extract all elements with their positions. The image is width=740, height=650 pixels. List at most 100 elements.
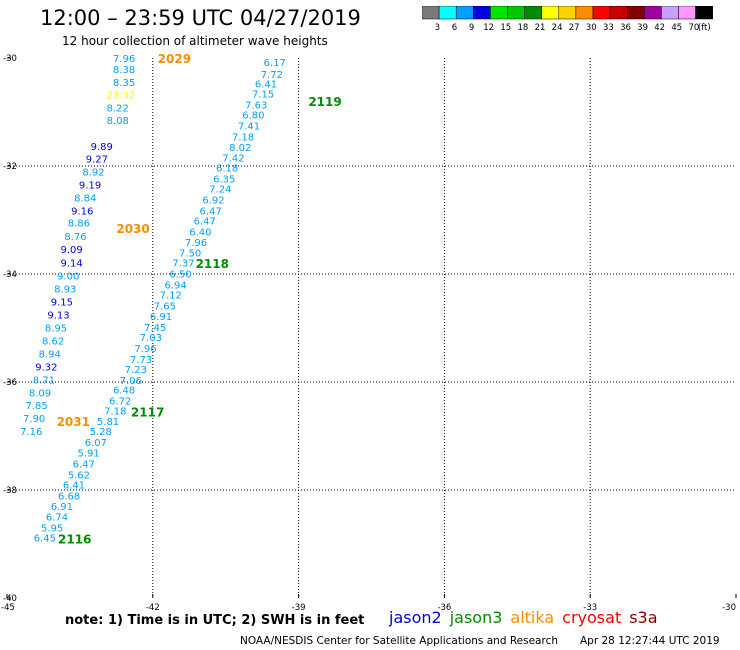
colorbar-tick-label: 9 <box>469 23 474 33</box>
colorbar-tick-label: 30 <box>586 23 597 33</box>
wave-height-value: 6.45 <box>34 534 56 545</box>
wave-height-value: 7.85 <box>25 401 47 412</box>
pass-number-label: 2119 <box>308 95 341 109</box>
wave-height-value: 6.47 <box>199 206 221 217</box>
wave-height-value: 7.18 <box>104 407 126 418</box>
lat-tick-label: -38 <box>3 486 17 496</box>
wave-height-value: 7.16 <box>20 427 42 438</box>
wave-height-value: 7.15 <box>252 90 274 101</box>
page-title: 12:00 – 23:59 UTC 04/27/2019 <box>40 6 361 30</box>
wave-height-value: 6.47 <box>73 460 95 471</box>
legend-cryosat: cryosat <box>562 608 622 627</box>
wave-height-value: 6.91 <box>51 502 73 513</box>
wave-height-value: 6.41 <box>255 79 277 90</box>
page-subtitle: 12 hour collection of altimeter wave hei… <box>62 34 328 48</box>
colorbar-tick-label: 15 <box>500 23 511 33</box>
wave-height-value: 7.06 <box>120 376 142 387</box>
colorbar-tick-label: 36 <box>620 23 631 33</box>
wave-height-value: 9.16 <box>71 206 93 217</box>
colorbar-tick-label: 12 <box>483 23 494 33</box>
generation-timestamp: Apr 28 12:27:44 UTC 2019 <box>580 635 720 647</box>
pass-number-label: 2116 <box>58 533 91 547</box>
legend-jason3: jason3 <box>449 608 503 627</box>
wave-height-value: 8.35 <box>113 78 135 89</box>
colorbar-tick-label: 6 <box>452 23 457 33</box>
wave-height-value: 5.91 <box>77 449 99 460</box>
wave-height-value: 6.68 <box>58 491 80 502</box>
wave-height-observations: 7.968.388.3523.328.228.089.899.278.929.1… <box>20 54 286 545</box>
wave-height-value: 7.24 <box>209 185 231 196</box>
legend-altika: altika <box>510 608 555 627</box>
lat-tick-label: -30 <box>3 54 17 64</box>
map-grid <box>7 58 736 598</box>
wave-height-value: 8.93 <box>54 285 76 296</box>
wave-height-value: 7.12 <box>160 291 182 302</box>
lat-tick-label: -40 <box>3 594 17 604</box>
lon-tick-label: -30 <box>722 603 736 612</box>
lon-tick-label: -45 <box>1 603 15 612</box>
colorbar-tick-label: 39 <box>637 23 648 33</box>
pass-number-label: 2029 <box>158 52 191 66</box>
wave-height-value: 6.92 <box>202 195 224 206</box>
wave-height-value: 7.65 <box>154 301 176 312</box>
wave-height-value: 7.90 <box>23 414 45 425</box>
wave-height-value: 6.91 <box>150 312 172 323</box>
wave-height-value: 6.17 <box>264 58 286 69</box>
wave-height-value: 6.74 <box>46 512 68 523</box>
wave-height-value: 6.48 <box>113 386 135 397</box>
wave-height-value: 7.72 <box>261 70 283 81</box>
wave-height-value: 6.47 <box>194 217 216 228</box>
wave-height-value: 6.72 <box>109 396 131 407</box>
pass-number-labels: 2029 2030 2031 2119 2118 2117 2116 <box>57 52 342 547</box>
legend-jason2: jason2 <box>389 608 442 627</box>
colorbar-tick-label: 3 <box>435 23 440 33</box>
wave-height-value: 5.62 <box>68 470 90 481</box>
wave-height-value: 6.50 <box>169 269 191 280</box>
map-axes: -30 -32 -34 -36 -38 -40-45 -42 -39 -36 -33 -30 <box>1 54 737 612</box>
wave-height-value: 9.14 <box>60 259 82 270</box>
wave-height-value: 7.42 <box>222 153 244 164</box>
colorbar-tick-label: 21 <box>535 23 546 33</box>
wave-height-value: 7.45 <box>144 323 166 334</box>
wave-height-value: 23.32 <box>107 91 136 102</box>
wave-height-value: 8.62 <box>42 336 64 347</box>
wave-height-value: 8.09 <box>29 388 51 399</box>
wave-height-value: 5.95 <box>41 523 63 534</box>
colorbar-tick-label: 18 <box>517 23 528 33</box>
wave-height-value: 7.96 <box>134 344 156 355</box>
pass-number-label: 2117 <box>131 406 164 420</box>
wave-height-value: 6.07 <box>85 438 107 449</box>
wave-height-value: 8.95 <box>45 323 67 334</box>
lat-tick-label: -36 <box>3 378 17 388</box>
wave-height-value: 8.76 <box>64 232 86 243</box>
wave-height-value: 9.00 <box>57 272 79 283</box>
lon-tick-label: -42 <box>146 603 160 612</box>
wave-height-value: 9.13 <box>47 311 69 322</box>
wave-height-value: 7.03 <box>140 333 162 344</box>
wave-height-map: -30 -32 -34 -36 -38 -40-45 -42 -39 -36 -33 -30 7.9… <box>1 52 737 612</box>
wave-height-value: 8.84 <box>74 193 96 204</box>
wave-height-value: 9.09 <box>60 245 82 256</box>
wave-height-value: 7.50 <box>179 248 201 259</box>
wave-height-value: 8.02 <box>229 143 251 154</box>
wave-height-value: 6.18 <box>216 164 238 175</box>
wave-height-value: 7.96 <box>185 238 207 249</box>
wave-height-value: 8.92 <box>82 167 104 178</box>
wave-height-value: 9.27 <box>86 154 108 165</box>
wave-height-value: 9.89 <box>91 142 113 153</box>
legend-s3a: s3a <box>629 608 658 627</box>
colorbar-unit: (ft) <box>698 23 711 33</box>
lat-tick-label: -34 <box>3 270 17 280</box>
colorbar-swatch <box>695 6 713 20</box>
wave-height-value: 7.37 <box>172 259 194 270</box>
colorbar-tick-label: 27 <box>569 23 580 33</box>
wave-height-value: 9.32 <box>35 362 57 373</box>
colorbar-tick-label: 45 <box>671 23 682 33</box>
wave-height-value: 8.94 <box>39 349 61 360</box>
colorbar-tick-label: 33 <box>603 23 614 33</box>
wave-height-value: 5.81 <box>97 417 119 428</box>
lon-tick-label: -39 <box>292 603 306 612</box>
wave-height-value: 7.41 <box>238 122 260 133</box>
wave-height-value: 8.38 <box>113 65 135 76</box>
colorbar-tick-label: 24 <box>552 23 563 33</box>
